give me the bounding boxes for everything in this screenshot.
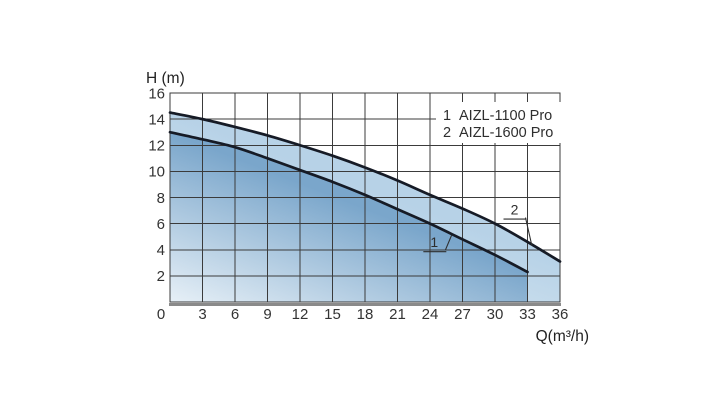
area-fill-1: [170, 132, 528, 302]
legend-item-2-number: 2: [443, 125, 451, 141]
y-tick-label: 2: [157, 268, 165, 285]
curve-label-1: 1: [423, 234, 453, 253]
x-tick-label: 15: [324, 306, 341, 323]
legend-item-2-label: AIZL-1600 Pro: [459, 125, 553, 141]
x-tick-label: 30: [487, 306, 504, 323]
x-tick-label: 6: [231, 306, 239, 323]
legend-item-2: 2 AIZL-1600 Pro: [443, 125, 553, 141]
curve-label-2: 2: [503, 202, 533, 246]
legend-item-1-label: AIZL-1100 Pro: [459, 108, 552, 124]
y-tick-label: 16: [148, 85, 165, 102]
x-tick-label: 21: [389, 306, 406, 323]
plot-border: [169, 92, 561, 303]
x-tick-label: 36: [552, 306, 569, 323]
curve-label-text: 1: [430, 234, 438, 250]
x-axis-title: Q(m³/h): [536, 328, 589, 345]
x-tick-label: 0: [157, 306, 165, 323]
x-tick-label: 12: [292, 306, 309, 323]
legend: 1 AIZL-1100 Pro 2 AIZL-1600 Pro: [436, 102, 564, 143]
y-tick-label: 6: [157, 216, 165, 233]
y-tick-label: 4: [157, 242, 165, 259]
legend-item-1-number: 1: [443, 108, 451, 124]
curve-label-text: 2: [511, 202, 519, 218]
x-tick-label: 3: [198, 306, 206, 323]
x-tick-labels: 0 3 6 9 12 15 18 21 24 27 30 33 36: [157, 306, 569, 323]
x-tick-label: 9: [263, 306, 271, 323]
y-tick-labels: 2 4 6 8 10 12 14 16: [148, 85, 165, 285]
x-tick-label: 33: [519, 306, 536, 323]
x-tick-label: 24: [422, 306, 439, 323]
curve-label-leader-line: [444, 234, 453, 251]
x-tick-label: 18: [357, 306, 374, 323]
y-tick-label: 14: [148, 111, 165, 128]
curve-aizl-1600-pro: [168, 111, 562, 263]
legend-background: [436, 102, 564, 143]
y-tick-label: 10: [148, 164, 165, 181]
curve-label-leader-line: [524, 217, 533, 246]
y-tick-label: 8: [157, 190, 165, 207]
x-tick-label: 27: [454, 306, 471, 323]
y-tick-label: 12: [148, 138, 165, 155]
y-axis-title: H (m): [146, 70, 185, 87]
legend-item-1: 1 AIZL-1100 Pro: [443, 108, 552, 124]
curve-aizl-1100-pro: [168, 130, 529, 274]
